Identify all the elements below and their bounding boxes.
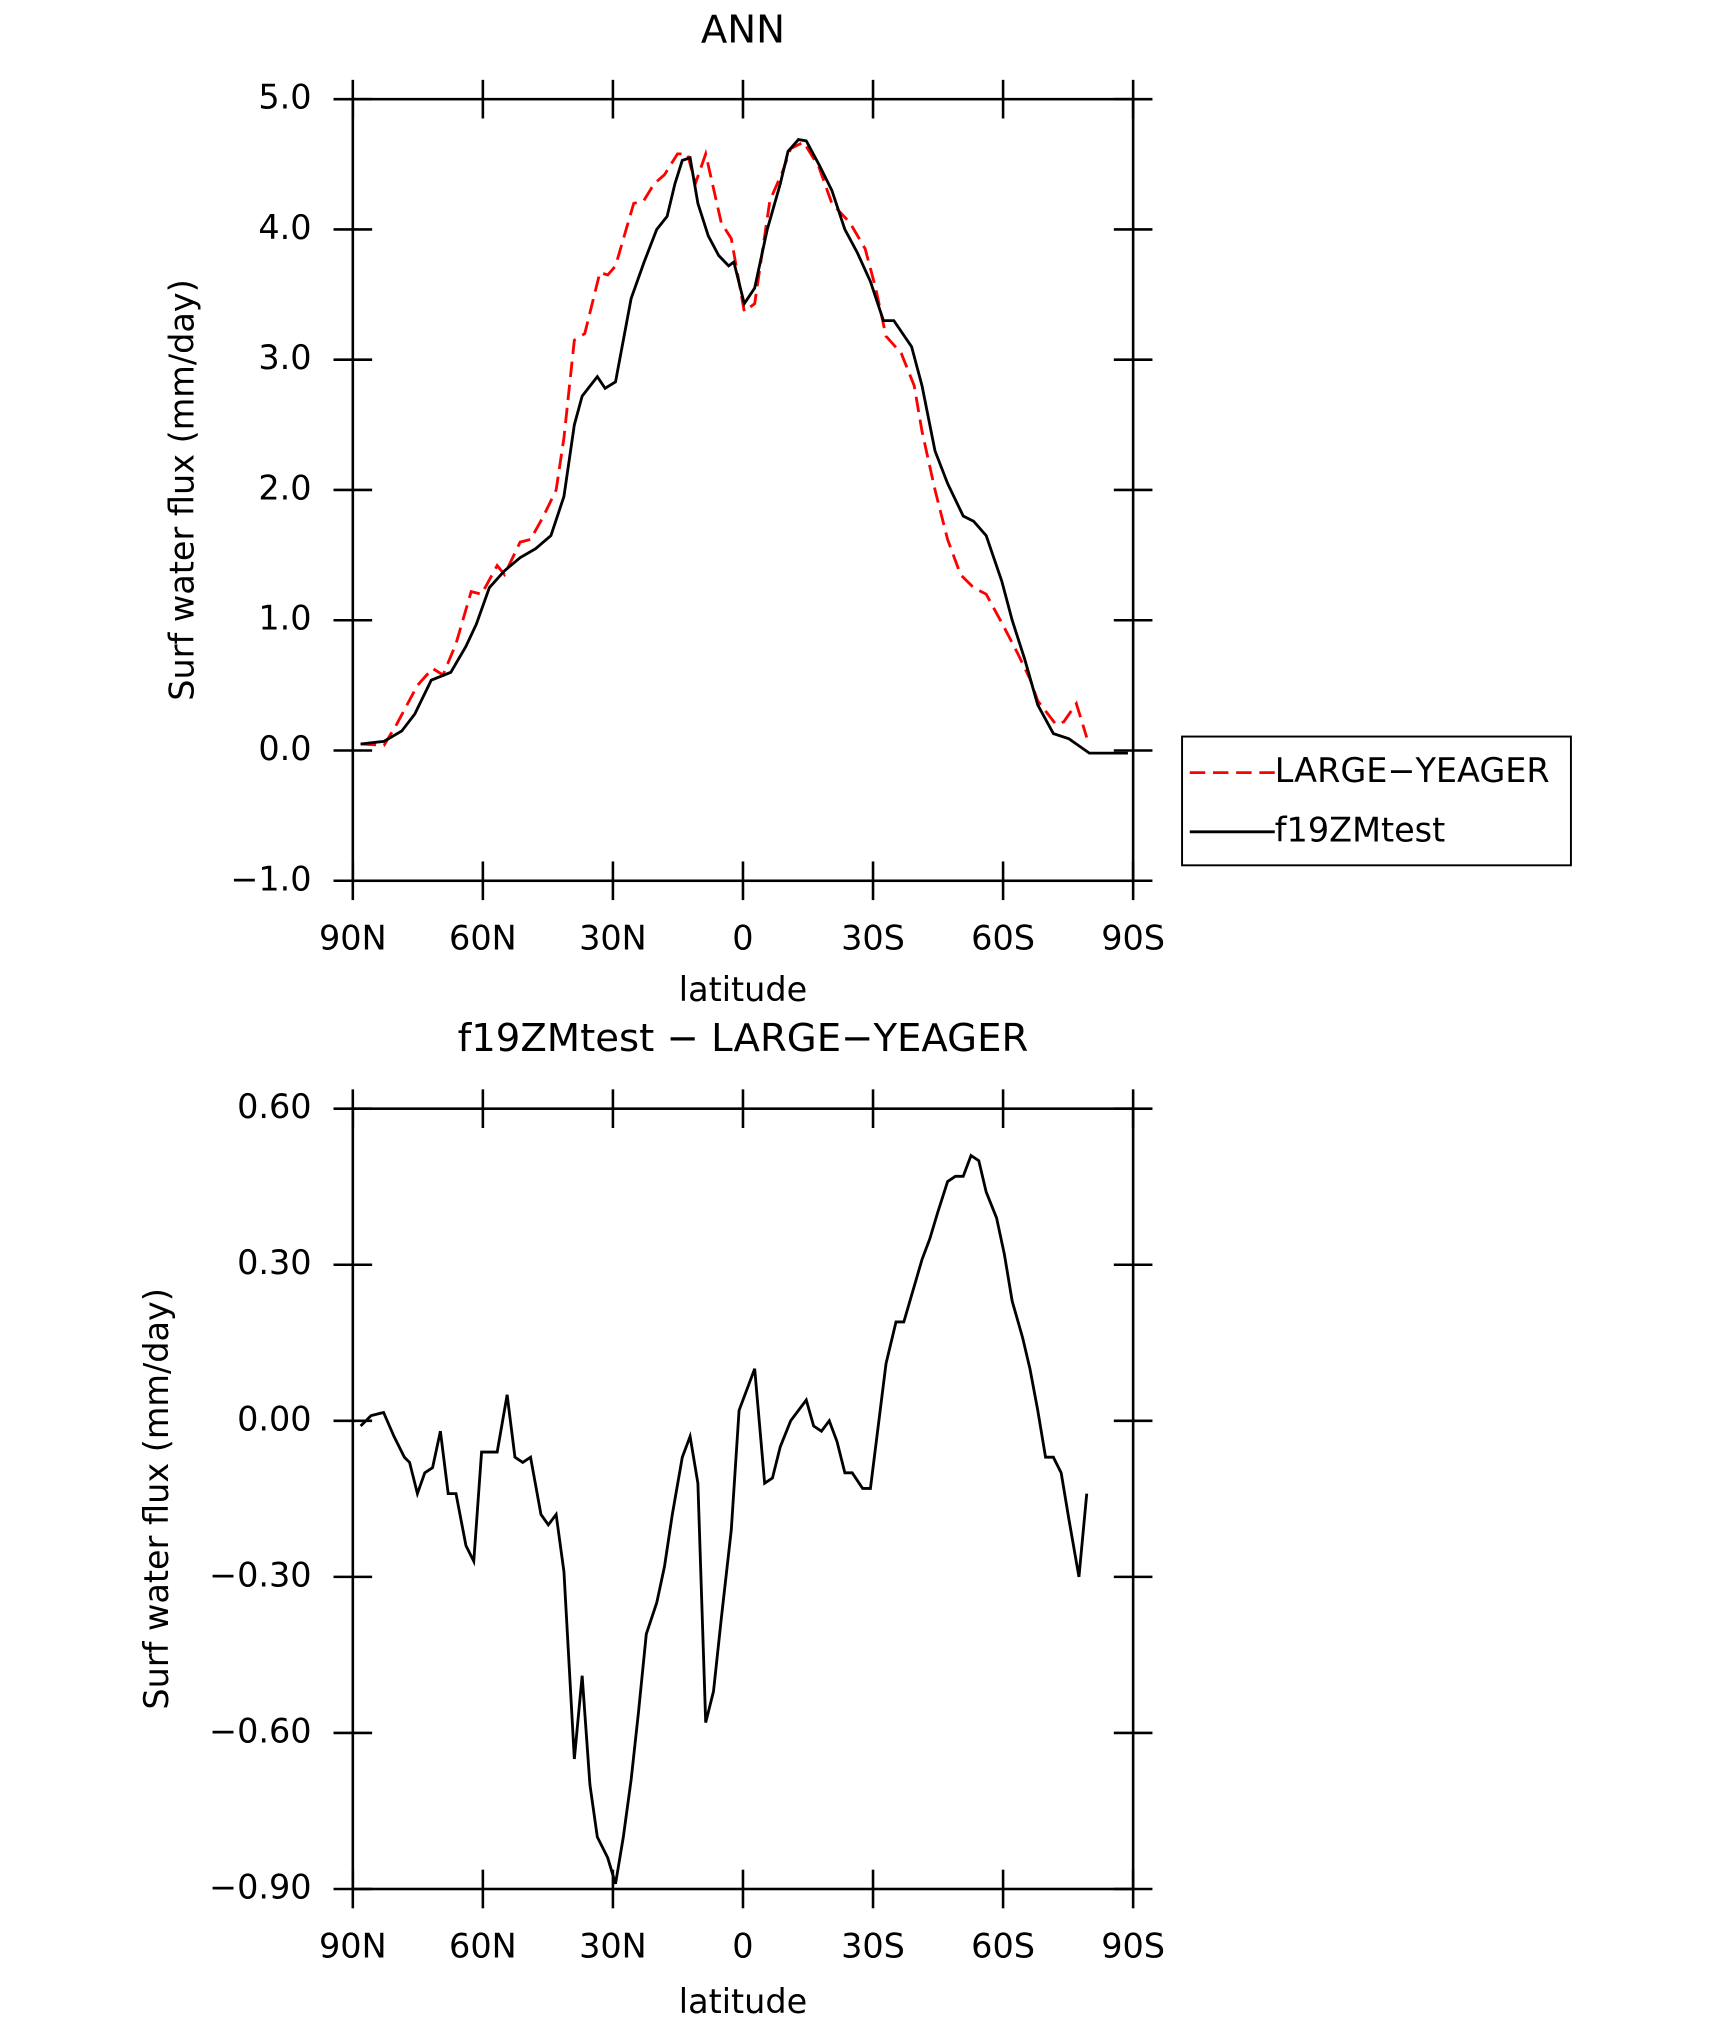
y-tick-label: 0.00: [237, 1399, 312, 1438]
y-axis-label: Surf water flux (mm/day): [137, 1288, 176, 1710]
x-tick-label: 90N: [319, 1927, 387, 1966]
data-line: [360, 140, 1089, 747]
y-tick-label: 0.0: [258, 729, 311, 768]
x-tick-label: 60S: [971, 1927, 1035, 1966]
legend-label: f19ZMtest: [1275, 810, 1445, 849]
y-tick-label: 0.60: [237, 1087, 312, 1126]
x-tick-label: 0: [732, 1927, 753, 1966]
legend-box: [1181, 735, 1572, 867]
x-tick-label: 60S: [971, 919, 1035, 958]
y-tick-label: 1.0: [258, 599, 311, 638]
x-tick-label: 30N: [579, 1927, 647, 1966]
x-axis-label: latitude: [679, 1982, 807, 2021]
y-tick-label: 3.0: [258, 338, 311, 377]
plot-frame: [351, 1107, 1135, 1891]
y-tick-label: −0.30: [209, 1555, 312, 1594]
y-tick-label: 2.0: [258, 468, 311, 507]
chart-title: ANN: [701, 8, 785, 53]
x-tick-label: 90S: [1101, 1927, 1165, 1966]
x-tick-label: 90N: [319, 919, 387, 958]
chart-title: f19ZMtest − LARGE−YEAGER: [458, 1016, 1029, 1061]
y-tick-label: −0.90: [209, 1867, 312, 1906]
x-tick-label: 30S: [841, 919, 905, 958]
y-axis-label: Surf water flux (mm/day): [163, 279, 202, 701]
y-tick-label: 5.0: [258, 78, 311, 117]
x-tick-label: 90S: [1101, 919, 1165, 958]
y-tick-label: −1.0: [230, 859, 311, 898]
x-tick-label: 0: [732, 919, 753, 958]
x-tick-label: 30N: [579, 919, 647, 958]
y-tick-label: 4.0: [258, 208, 311, 247]
plot-frame: [351, 97, 1135, 883]
x-axis-label: latitude: [679, 970, 807, 1009]
x-tick-label: 60N: [449, 1927, 517, 1966]
data-line: [360, 138, 1128, 755]
y-tick-label: 0.30: [237, 1243, 312, 1282]
data-line: [359, 1153, 1089, 1885]
y-tick-label: −0.60: [209, 1711, 312, 1750]
legend-label: LARGE−YEAGER: [1275, 751, 1550, 790]
x-tick-label: 30S: [841, 1927, 905, 1966]
x-tick-label: 60N: [449, 919, 517, 958]
